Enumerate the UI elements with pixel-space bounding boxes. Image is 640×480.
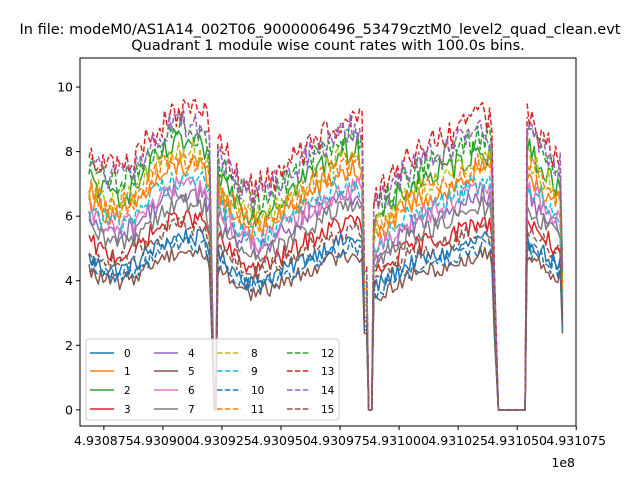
y-tick-label: 4 — [65, 273, 73, 288]
series-line-3 — [88, 208, 564, 411]
legend-box — [85, 338, 340, 421]
series-line-5 — [88, 246, 564, 411]
x-tick-label: 4.930925 — [192, 433, 252, 448]
figure-suptitle: In file: modeM0/AS1A14_002T06_9000006496… — [20, 22, 621, 38]
legend-label: 6 — [188, 385, 195, 397]
x-tick-label: 4.931025 — [428, 433, 488, 448]
y-axis: 0 2 4 6 8 10 — [57, 80, 80, 417]
chart-title: Quadrant 1 module wise count rates with … — [131, 38, 525, 54]
legend-label: 9 — [251, 366, 258, 378]
x-tick-label: 4.931050 — [487, 433, 547, 448]
legend-label: 7 — [188, 404, 195, 416]
legend-label: 12 — [321, 348, 334, 360]
x-tick-label: 4.930875 — [74, 433, 134, 448]
series-line-9 — [88, 170, 564, 411]
series-line-4 — [88, 183, 564, 411]
legend-label: 8 — [251, 348, 258, 360]
series-layer — [88, 99, 564, 411]
legend-label: 10 — [251, 385, 264, 397]
y-tick-label: 10 — [57, 80, 73, 95]
legend-label: 14 — [321, 385, 335, 397]
x-tick-label: 4.930975 — [310, 433, 370, 448]
axes-frame — [79, 57, 577, 427]
series-line-7 — [88, 192, 564, 411]
legend-label: 3 — [124, 404, 131, 416]
series-line-15 — [88, 215, 564, 411]
y-tick-label: 0 — [65, 402, 73, 417]
series-line-0 — [88, 228, 564, 411]
legend-label: 1 — [124, 366, 131, 378]
legend-label: 4 — [188, 348, 195, 360]
x-tick-label: 4.930900 — [133, 433, 193, 448]
series-line-12 — [88, 115, 564, 411]
x-tick-label: 4.931000 — [369, 433, 429, 448]
series-line-8 — [88, 139, 564, 411]
x-axis-offset-label: 1e8 — [551, 455, 575, 470]
series-line-2 — [88, 130, 564, 411]
series-line-11 — [88, 151, 564, 411]
series-line-10 — [88, 235, 564, 411]
legend-label: 11 — [251, 404, 264, 416]
legend-label: 13 — [321, 366, 334, 378]
y-tick-label: 6 — [65, 209, 73, 224]
legend-label: 5 — [188, 366, 195, 378]
legend-label: 0 — [124, 348, 131, 360]
y-tick-label: 8 — [65, 144, 73, 159]
legend-label: 2 — [124, 385, 131, 397]
x-tick-label: 4.931075 — [546, 433, 606, 448]
series-line-13 — [88, 99, 564, 411]
series-line-14 — [88, 108, 564, 411]
x-axis: 4.930875 4.930900 4.930925 4.930950 4.930975… — [74, 426, 606, 448]
legend-label: 15 — [321, 404, 334, 416]
y-tick-label: 2 — [65, 338, 73, 353]
x-tick-label: 4.930950 — [251, 433, 311, 448]
